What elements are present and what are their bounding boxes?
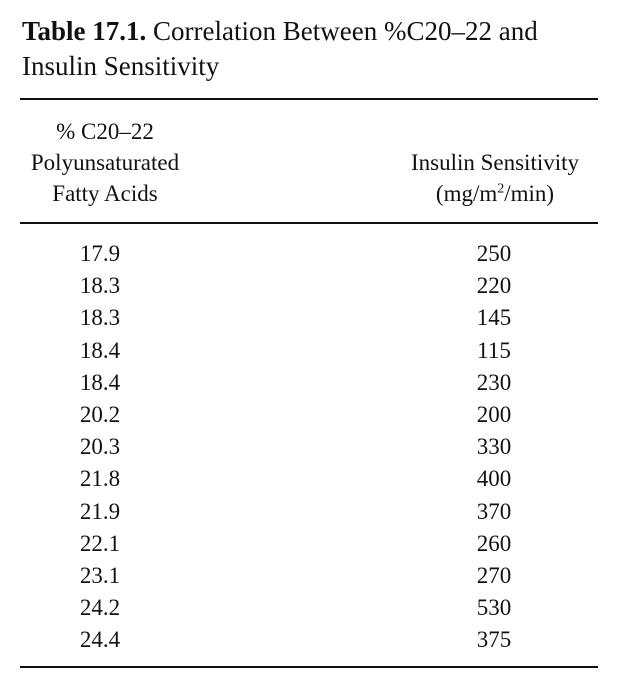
table-row: 18.3 145 (0, 302, 617, 334)
table-row: 23.1 270 (0, 560, 617, 592)
cell-pufa: 23.1 (79, 562, 121, 588)
table-row: 24.2 530 (0, 592, 617, 624)
table-row: 20.3 330 (0, 431, 617, 463)
cell-pufa: 21.9 (79, 498, 121, 524)
unit-suffix: /min) (504, 181, 555, 206)
table-row: 24.4 375 (0, 624, 617, 656)
cell-pufa: 21.8 (79, 466, 121, 492)
column-header-pufa-line2: Polyunsaturated (30, 150, 180, 175)
table-label: Table 17.1. (22, 16, 147, 46)
column-header-pufa-line1: % C20–22 (56, 119, 154, 144)
cell-pufa: 17.9 (79, 241, 121, 266)
column-header-sensitivity-unit: (mg/m2/min) (388, 178, 602, 209)
cell-pufa: 20.2 (79, 401, 121, 427)
cell-insulin-sensitivity: 375 (476, 627, 512, 653)
cell-insulin-sensitivity: 530 (476, 595, 512, 621)
cell-pufa: 18.3 (79, 273, 121, 299)
column-header-sensitivity-line1: Insulin Sensitivity (410, 150, 580, 175)
table-row: 21.9 370 (0, 496, 617, 528)
table-row: 21.8 400 (0, 463, 617, 495)
column-header-pufa-line3: Fatty Acids (52, 181, 158, 206)
table-top-rule (20, 98, 598, 100)
cell-insulin-sensitivity: 260 (476, 530, 512, 556)
cell-insulin-sensitivity: 230 (476, 369, 512, 395)
table-row: 18.3 220 (0, 270, 617, 302)
cell-insulin-sensitivity: 330 (476, 434, 512, 460)
cell-pufa: 18.4 (79, 337, 121, 363)
table-bottom-rule (20, 666, 598, 668)
cell-insulin-sensitivity: 250 (476, 241, 512, 266)
table-header-rule (20, 222, 598, 224)
cell-insulin-sensitivity: 115 (477, 337, 511, 363)
table-body: 17.9 250 18.3 220 18.3 145 18.4 115 18.4 230 20.2 2… (0, 238, 617, 656)
cell-pufa: 22.1 (79, 530, 121, 556)
table-row: 18.4 115 (0, 335, 617, 367)
cell-pufa: 24.2 (79, 595, 121, 621)
cell-pufa: 18.3 (79, 305, 121, 331)
cell-pufa: 18.4 (79, 369, 121, 395)
column-header-pufa: % C20–22 Polyunsaturated Fatty Acids (10, 116, 200, 209)
table-row: 20.2 200 (0, 399, 617, 431)
table-row: 17.9 250 (0, 238, 617, 270)
table-row: 22.1 260 (0, 528, 617, 560)
table-caption: Table 17.1. Correlation Between %C20–22 … (22, 14, 602, 84)
unit-prefix: (mg/m (435, 181, 498, 206)
table-title: Correlation Between %C20–22 and Insulin … (22, 16, 538, 81)
cell-insulin-sensitivity: 220 (476, 273, 512, 299)
column-header-sensitivity: Insulin Sensitivity (mg/m2/min) (388, 147, 602, 209)
cell-pufa: 24.4 (79, 627, 121, 653)
cell-insulin-sensitivity: 270 (476, 562, 512, 588)
cell-insulin-sensitivity: 370 (476, 498, 512, 524)
unit-superscript: 2 (497, 181, 505, 197)
cell-pufa: 20.3 (79, 434, 121, 460)
cell-insulin-sensitivity: 400 (476, 466, 512, 492)
cell-insulin-sensitivity: 145 (476, 305, 512, 331)
table-row: 18.4 230 (0, 367, 617, 399)
cell-insulin-sensitivity: 200 (476, 401, 512, 427)
